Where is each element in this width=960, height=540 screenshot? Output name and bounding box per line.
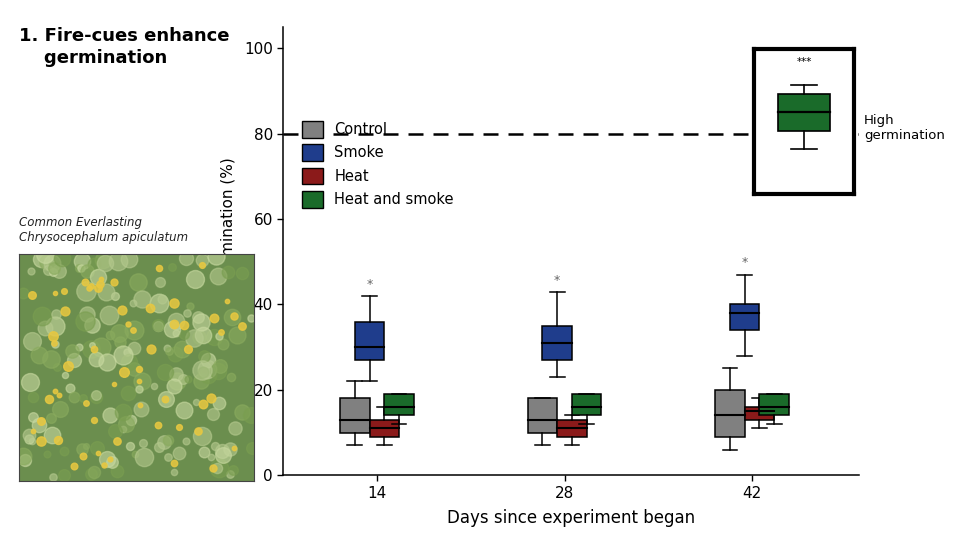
Text: *: *	[741, 256, 748, 269]
Text: High
germination: High germination	[864, 114, 945, 143]
Bar	[557, 420, 587, 437]
Text: 1. Fire-cues enhance
    germination: 1. Fire-cues enhance germination	[19, 27, 229, 67]
Y-axis label: Percent germination (%): Percent germination (%)	[221, 158, 235, 345]
Bar	[355, 321, 384, 360]
Text: ***: ***	[796, 57, 812, 67]
Text: *: *	[554, 274, 561, 287]
Text: *: *	[367, 278, 372, 291]
Text: Common Everlasting
Chrysocephalum apiculatum: Common Everlasting Chrysocephalum apicul…	[19, 216, 188, 244]
Bar	[528, 399, 557, 433]
Bar	[384, 394, 414, 415]
Bar	[745, 407, 774, 420]
Bar	[715, 390, 745, 437]
Bar	[542, 326, 572, 360]
Bar	[572, 394, 601, 415]
Bar	[340, 399, 370, 433]
Bar	[779, 94, 829, 131]
Bar	[730, 305, 759, 330]
Bar	[370, 420, 399, 437]
Bar	[759, 394, 789, 415]
Legend: Control, Smoke, Heat, Heat and smoke: Control, Smoke, Heat, Heat and smoke	[297, 115, 460, 214]
X-axis label: Days since experiment began: Days since experiment began	[447, 509, 695, 527]
